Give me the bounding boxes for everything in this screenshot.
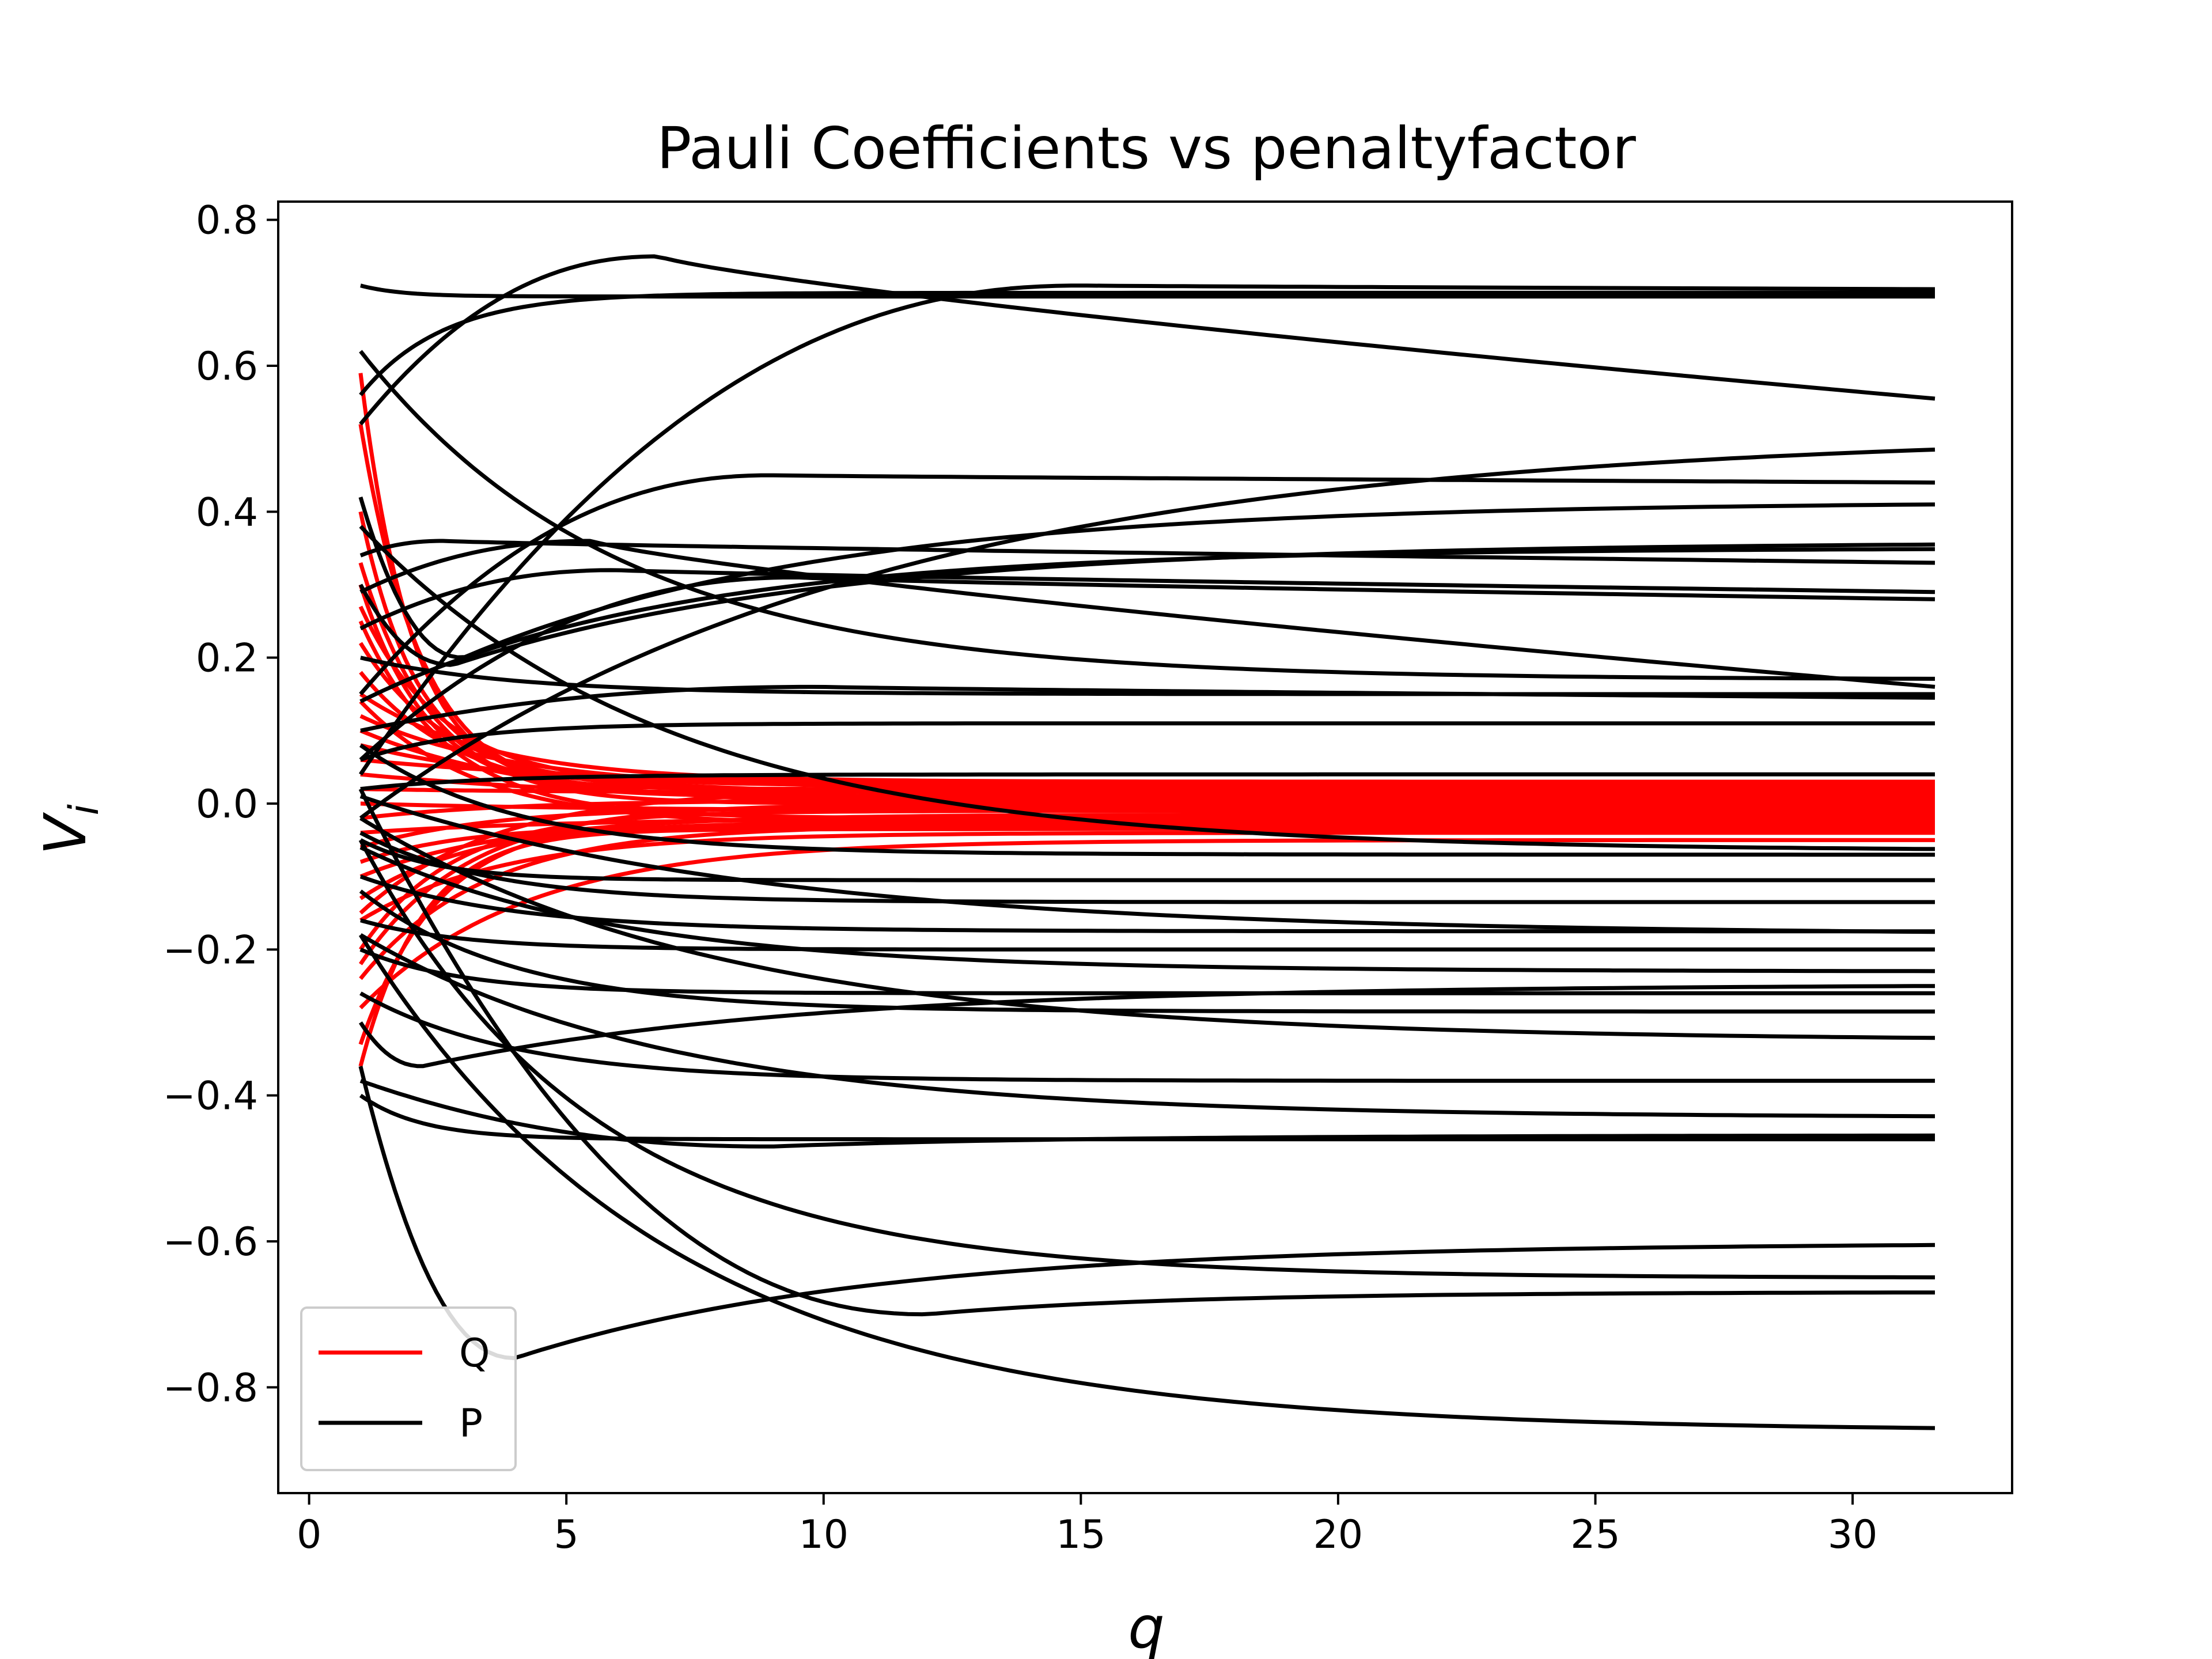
series-p-line bbox=[359, 743, 1935, 857]
y-tick-label: −0.2 bbox=[163, 927, 258, 973]
y-tick-label: 0.2 bbox=[196, 636, 258, 681]
y-axis-label-main: V bbox=[32, 812, 99, 855]
x-tick-label: 30 bbox=[1828, 1512, 1878, 1558]
x-tick-label: 20 bbox=[1313, 1512, 1363, 1558]
series-p-line bbox=[359, 254, 1936, 426]
series-p-line bbox=[359, 874, 1935, 934]
series-q-line bbox=[359, 831, 1935, 922]
series-p-line bbox=[359, 525, 1936, 851]
y-tick-label: 0.4 bbox=[196, 490, 258, 535]
series-p-line bbox=[358, 497, 1936, 660]
series-p-line bbox=[359, 568, 1936, 631]
series-p-line bbox=[359, 350, 1936, 681]
series-p-line bbox=[359, 1093, 1935, 1142]
x-tick-label: 0 bbox=[297, 1512, 321, 1558]
series-p-line bbox=[359, 991, 1935, 1083]
series-p-line bbox=[359, 845, 1936, 974]
series-p-line bbox=[359, 539, 1936, 689]
series-p-line bbox=[359, 794, 1936, 934]
x-tick-label: 10 bbox=[799, 1512, 849, 1558]
series-q-line bbox=[359, 798, 1935, 820]
plot-frame bbox=[277, 200, 2013, 1494]
x-tick-label: 15 bbox=[1056, 1512, 1106, 1558]
series-q-line bbox=[359, 809, 1935, 951]
legend-box bbox=[300, 1306, 517, 1471]
legend-label-q: Q bbox=[459, 1331, 490, 1376]
series-p-line bbox=[359, 918, 1935, 952]
series-q-line bbox=[358, 620, 1935, 820]
series-p-line bbox=[359, 448, 1936, 820]
series-p-line bbox=[358, 839, 1936, 1279]
x-axis-ticks: 0 5 10 15 20 25 30 bbox=[297, 1493, 1877, 1558]
plot-lines bbox=[358, 254, 1936, 1430]
legend: Q P bbox=[300, 1306, 517, 1471]
series-q-line bbox=[359, 805, 1935, 850]
series-p-line bbox=[359, 575, 1936, 762]
legend-label-p: P bbox=[459, 1401, 483, 1446]
series-p-line bbox=[359, 684, 1936, 733]
series-p-line bbox=[359, 473, 1936, 696]
x-axis-label: q bbox=[1128, 1594, 1164, 1659]
y-axis-label-subscript: i bbox=[60, 804, 108, 816]
series-q-line bbox=[359, 700, 1935, 828]
y-axis-ticks: −0.8 −0.6 −0.4 −0.2 0.0 0.2 0.4 0.6 0.8 bbox=[163, 198, 278, 1411]
series-p-line bbox=[359, 539, 1936, 565]
x-tick-label: 25 bbox=[1570, 1512, 1620, 1558]
series-p-line bbox=[359, 283, 1936, 776]
series-p-line bbox=[359, 1079, 1936, 1149]
y-axis-label: Vi bbox=[32, 804, 108, 855]
series-p-line bbox=[359, 721, 1935, 762]
series-p-line bbox=[359, 816, 1936, 1040]
chart-title: Pauli Coefficients vs penaltyfactor bbox=[657, 115, 1637, 182]
series-q-line bbox=[358, 584, 1935, 798]
series-p-line bbox=[359, 948, 1935, 995]
y-tick-label: −0.8 bbox=[163, 1365, 258, 1411]
y-tick-label: 0.6 bbox=[196, 344, 258, 389]
y-tick-label: 0.8 bbox=[196, 198, 258, 244]
series-p-line bbox=[359, 772, 1935, 791]
y-tick-label: −0.4 bbox=[163, 1074, 258, 1119]
x-tick-label: 5 bbox=[554, 1512, 579, 1558]
series-p-line bbox=[359, 283, 1935, 299]
series-q-line bbox=[359, 801, 1935, 965]
y-tick-label: −0.6 bbox=[163, 1219, 258, 1265]
series-p-line bbox=[358, 934, 1936, 1430]
y-tick-label: 0.0 bbox=[196, 782, 258, 827]
series-p-line bbox=[358, 788, 1935, 1317]
